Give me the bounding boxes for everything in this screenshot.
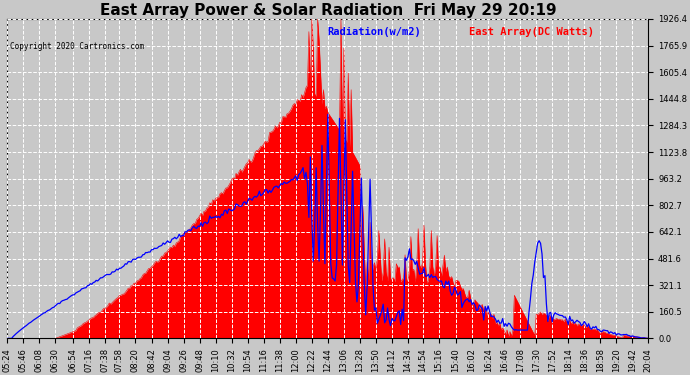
Text: Copyright 2020 Cartronics.com: Copyright 2020 Cartronics.com (10, 42, 144, 51)
Title: East Array Power & Solar Radiation  Fri May 29 20:19: East Array Power & Solar Radiation Fri M… (99, 3, 556, 18)
Text: East Array(DC Watts): East Array(DC Watts) (469, 27, 594, 37)
Text: Radiation(w/m2): Radiation(w/m2) (328, 27, 422, 37)
